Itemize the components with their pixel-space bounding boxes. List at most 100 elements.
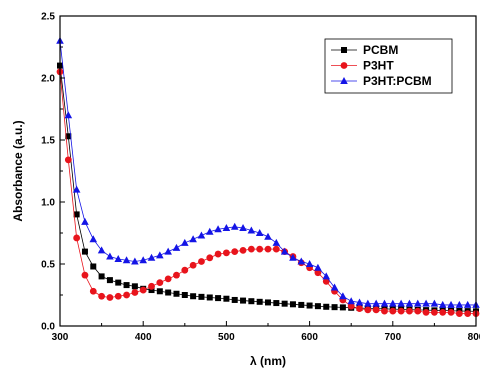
legend-marker [340,77,348,84]
data-point-p3ht-pcbm [413,299,422,307]
data-point-p3ht-pcbm [430,299,439,307]
data-point-p3ht-pcbm [156,251,164,259]
data-point-p3ht-pcbm [122,256,131,264]
data-point-pcbm [106,277,113,284]
data-point-p3ht-pcbm [172,243,181,251]
data-point-p3ht-pcbm [314,263,322,271]
data-point-p3ht [256,245,264,253]
data-point-pcbm [90,263,97,270]
data-point-p3ht [206,254,214,262]
data-point-p3ht [156,279,164,286]
data-point-p3ht-pcbm [455,300,464,308]
data-point-p3ht-pcbm [64,111,73,119]
data-point-p3ht [164,275,172,283]
data-point-pcbm [339,304,346,311]
data-point-pcbm [190,293,197,300]
data-point-p3ht [389,307,397,315]
data-point-p3ht [231,248,239,256]
data-point-pcbm [98,273,105,280]
data-point-p3ht [406,307,413,315]
data-point-p3ht-pcbm [106,252,114,260]
legend-label: PCBM [363,43,398,57]
data-point-pcbm [198,293,205,300]
y-axis-title: Absorbance (a.u.) [11,120,25,221]
data-point-p3ht-pcbm [422,299,430,307]
data-point-p3ht-pcbm [397,299,405,307]
data-point-p3ht [64,156,72,164]
data-point-p3ht [314,269,322,277]
data-point-p3ht-pcbm [305,260,314,267]
data-point-p3ht-pcbm [131,257,139,265]
data-point-pcbm [215,295,222,302]
data-point-p3ht-pcbm [214,225,222,233]
x-tick-label: 500 [218,332,235,343]
data-point-pcbm [165,289,172,296]
data-point-p3ht-pcbm [139,256,147,264]
legend-label: P3HT [363,59,394,73]
data-point-p3ht [397,307,405,315]
data-point-p3ht [347,302,355,310]
x-axis-title: λ (nm) [250,354,286,368]
data-point-pcbm [281,300,288,307]
legend-item-p3ht-pcbm: P3HT:PCBM [331,74,432,88]
data-point-p3ht [173,271,180,279]
data-point-p3ht-pcbm [164,247,172,255]
x-tick-label: 400 [135,332,152,343]
y-tick-label: 2.5 [41,12,55,23]
data-point-p3ht [272,245,280,253]
data-point-p3ht [106,294,114,301]
data-point-p3ht [223,249,230,257]
data-point-pcbm [148,287,155,294]
data-point-p3ht-pcbm [339,292,347,300]
x-tick-label: 300 [52,332,69,343]
ticks-layer: 300 400 500 600 700 800 0.0 0.5 1.0 1.5 2.0 2.5 [41,12,480,344]
data-point-pcbm [314,303,321,310]
data-point-p3ht-pcbm [147,253,156,261]
series-line-pcbm [59,65,477,312]
data-point-p3ht [73,234,81,242]
data-point-p3ht [439,308,447,316]
data-point-p3ht [114,292,122,300]
data-point-p3ht [414,307,422,315]
data-point-p3ht-pcbm [347,297,355,305]
data-point-pcbm [131,283,138,290]
data-point-p3ht-pcbm [438,300,447,308]
data-point-p3ht [139,286,147,294]
data-point-p3ht-pcbm [380,299,389,307]
y-tick-label: 1.0 [41,198,55,209]
data-point-p3ht-pcbm [189,235,197,243]
data-point-p3ht-pcbm [255,229,264,236]
data-point-p3ht [247,245,255,253]
data-point-p3ht-pcbm [230,222,239,230]
data-point-pcbm [240,297,247,304]
data-point-p3ht-pcbm [405,299,414,307]
data-point-p3ht [198,258,205,265]
data-point-p3ht-pcbm [97,246,106,254]
data-point-p3ht-pcbm [264,232,272,240]
data-point-p3ht [89,287,97,295]
legend-label: P3HT:PCBM [363,74,432,88]
data-point-p3ht-pcbm [389,299,397,307]
data-point-pcbm [256,298,263,305]
data-point-p3ht [181,266,189,274]
data-point-p3ht-pcbm [372,299,380,307]
data-point-p3ht [431,308,438,316]
data-point-p3ht-pcbm [322,272,331,280]
data-point-pcbm [173,290,180,297]
x-tick-label: 800 [468,332,480,343]
data-point-p3ht-pcbm [181,238,189,246]
data-point-p3ht [189,261,197,269]
data-point-p3ht [322,277,330,285]
data-point-p3ht-pcbm [330,283,339,291]
data-point-p3ht [364,306,372,314]
data-point-p3ht-pcbm [114,255,123,263]
data-point-p3ht [148,282,155,290]
data-point-pcbm [81,248,88,255]
data-point-pcbm [156,288,163,295]
data-point-p3ht-pcbm [239,224,247,232]
data-point-p3ht-pcbm [72,185,81,193]
